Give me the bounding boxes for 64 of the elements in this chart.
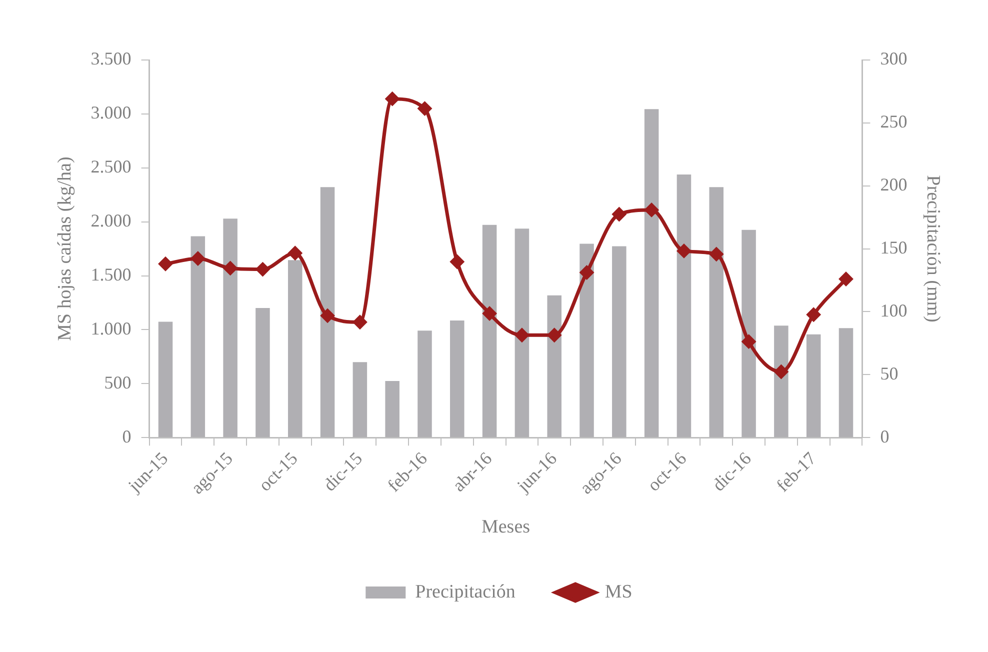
y2-tick-label: 200 [880, 174, 908, 195]
bar [742, 230, 756, 438]
bar [352, 362, 368, 438]
y2-tick-label: 0 [880, 426, 890, 446]
y-tick-label: 1.000 [90, 318, 132, 338]
point [158, 257, 172, 271]
bar [547, 295, 562, 438]
bar [418, 330, 432, 438]
point [548, 328, 562, 342]
bar [482, 224, 497, 438]
bar [676, 174, 692, 438]
bar [612, 246, 626, 438]
point [710, 247, 724, 261]
point [256, 262, 270, 276]
point [191, 252, 205, 266]
point [839, 272, 853, 286]
bar [580, 244, 594, 438]
y-axis-title: MS hojas caídas (kg/ha) [54, 156, 76, 341]
legend-label: MS [604, 581, 632, 602]
point [742, 334, 756, 348]
y2-tick-label: 50 [880, 363, 898, 384]
point [320, 308, 334, 322]
point [450, 254, 464, 268]
bar [190, 236, 206, 438]
bar [223, 218, 238, 438]
point [386, 92, 400, 106]
point [580, 266, 594, 280]
point [806, 308, 820, 322]
y-tick-label: 3.500 [90, 48, 132, 69]
bar [806, 334, 821, 438]
bar [450, 320, 464, 438]
bar [774, 326, 788, 438]
y2-tick-label: 250 [880, 112, 908, 132]
y2-tick-label: 150 [880, 238, 908, 258]
y2-axis-title: Precipitación (mm) [922, 175, 944, 322]
x-axis-title: Meses [481, 516, 530, 538]
y2-tick-label: 100 [880, 300, 908, 320]
point [353, 315, 367, 329]
bar [514, 228, 530, 438]
point [612, 208, 626, 222]
point [644, 203, 658, 217]
bar [256, 308, 270, 438]
bar [385, 380, 400, 438]
point [774, 365, 788, 379]
point [224, 261, 238, 275]
bar [320, 187, 335, 438]
y-tick-label: 500 [104, 372, 132, 392]
y-tick-label: 2.000 [90, 210, 132, 231]
y-tick-label: 3.000 [90, 102, 132, 123]
point [482, 306, 496, 320]
y-tick-label: 1.500 [90, 264, 132, 284]
bar [288, 260, 302, 438]
bar [838, 328, 854, 438]
point [677, 244, 691, 258]
y-tick-label: 0 [122, 426, 132, 446]
bar [158, 322, 173, 438]
bar [709, 187, 724, 438]
y-tick-label: 2.500 [90, 156, 132, 177]
point [288, 246, 302, 260]
legend-label: Precipitación [415, 581, 516, 602]
point [515, 328, 529, 342]
y2-tick-label: 300 [880, 48, 908, 69]
point [418, 102, 432, 116]
bar [644, 109, 659, 438]
